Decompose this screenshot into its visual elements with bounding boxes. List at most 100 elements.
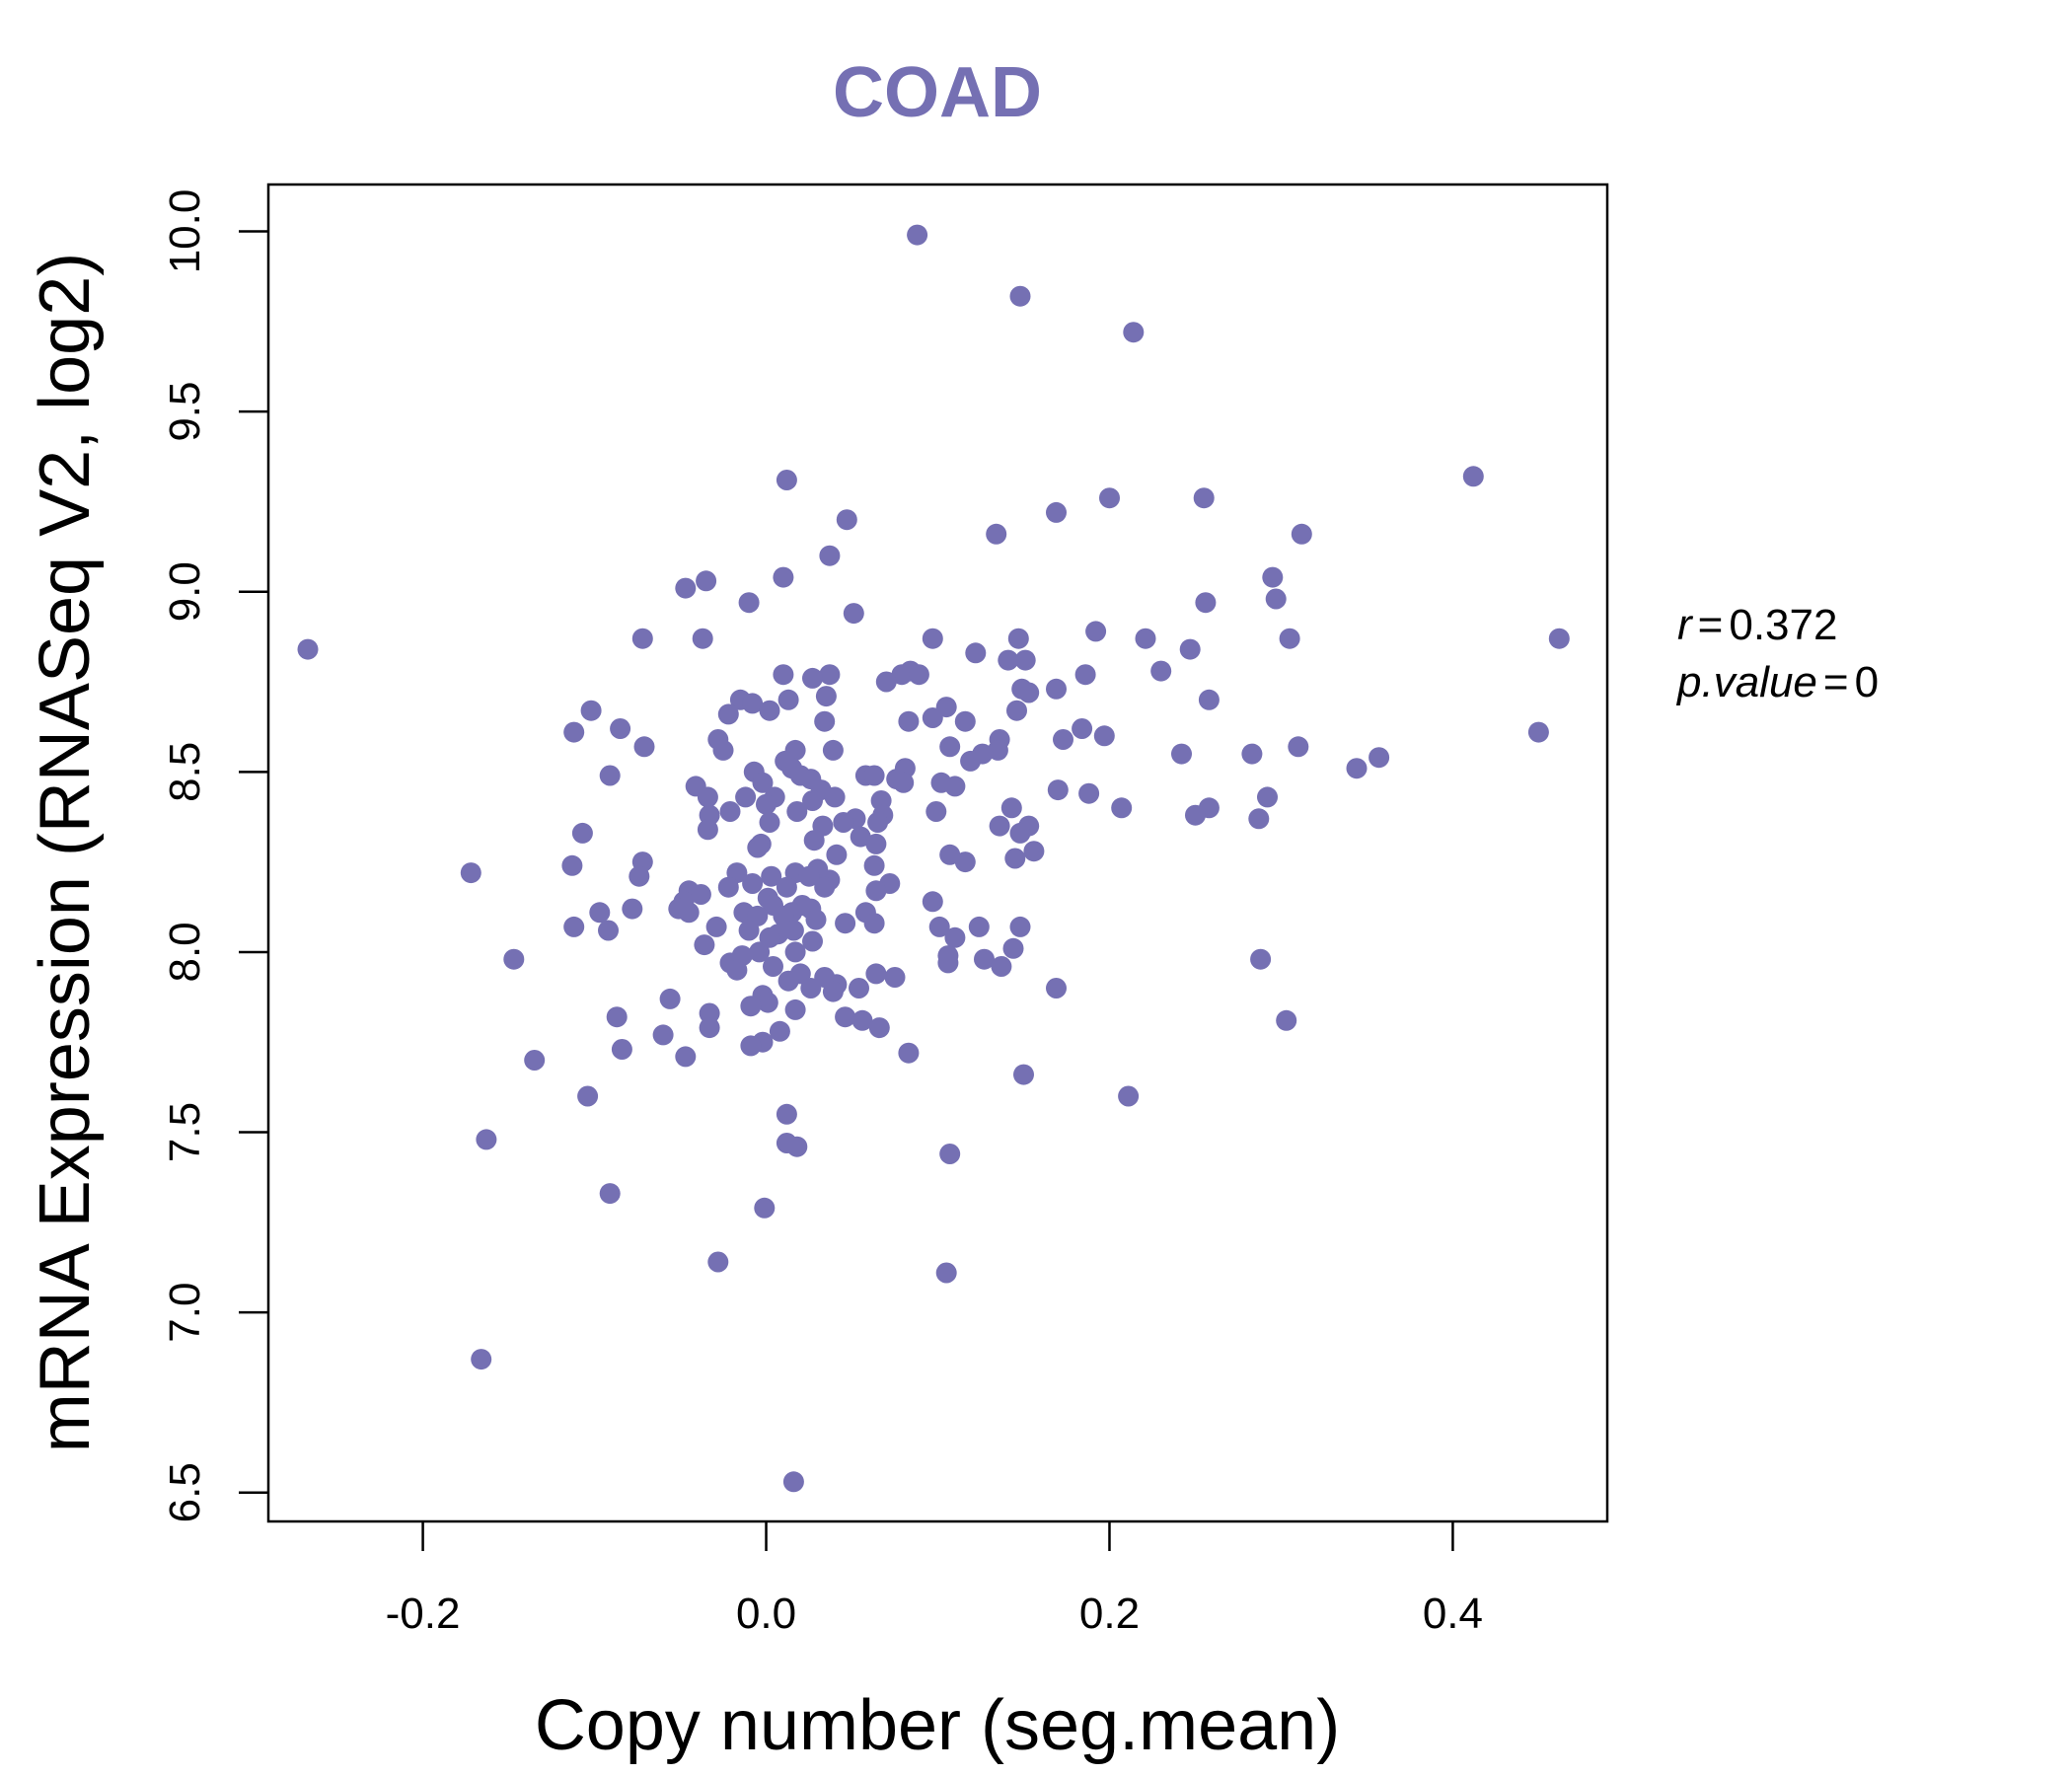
data-point — [759, 926, 780, 948]
data-point — [814, 710, 836, 732]
data-point — [694, 934, 715, 956]
r-value: 0.372 — [1729, 601, 1837, 649]
data-point — [705, 916, 727, 937]
data-point — [849, 978, 869, 999]
data-point — [1000, 797, 1022, 819]
data-point — [802, 667, 823, 689]
data-point — [1046, 678, 1067, 700]
data-point — [1053, 729, 1073, 750]
r-stat: r = 0.372 — [1677, 601, 1837, 649]
data-point — [1046, 501, 1067, 523]
y-tick-label: 9.5 — [161, 382, 209, 442]
data-point — [738, 592, 760, 614]
data-point — [898, 1042, 920, 1064]
data-point — [1291, 523, 1312, 545]
data-point — [1198, 689, 1220, 710]
data-point — [1548, 628, 1570, 649]
x-tick-label: 0.0 — [736, 1590, 796, 1638]
data-point — [782, 920, 804, 941]
data-point — [1250, 948, 1272, 970]
data-point — [965, 642, 987, 664]
x-axis: -0.2 0.0 0.2 0.4 — [386, 1521, 1483, 1638]
data-point — [954, 851, 976, 873]
data-point — [589, 902, 611, 924]
data-point — [835, 1006, 856, 1028]
data-point — [690, 884, 711, 905]
data-point — [1078, 782, 1100, 804]
data-point — [1046, 978, 1067, 999]
data-point — [784, 941, 806, 963]
data-point — [868, 1017, 890, 1039]
data-point — [1527, 721, 1549, 743]
y-tick-label: 8.0 — [161, 922, 209, 982]
data-point — [563, 916, 585, 937]
data-point — [719, 801, 741, 822]
data-point — [939, 844, 961, 865]
data-point — [884, 967, 906, 988]
data-point — [986, 523, 1007, 545]
data-point — [1276, 1009, 1297, 1031]
data-point — [998, 649, 1019, 671]
data-point — [777, 689, 799, 710]
data-point — [1085, 621, 1107, 642]
data-point — [1241, 743, 1263, 765]
plot-frame — [266, 183, 1609, 1523]
data-point — [786, 801, 808, 822]
data-point — [747, 837, 769, 858]
data-point — [752, 772, 774, 793]
data-point — [712, 739, 734, 761]
data-point — [1265, 588, 1287, 610]
data-point — [1123, 322, 1145, 343]
data-point — [606, 1006, 628, 1028]
data-point — [761, 865, 782, 887]
data-point — [763, 956, 783, 977]
data-point — [759, 812, 780, 833]
data-point — [1093, 725, 1115, 747]
correlation-stats: r = 0.372 p.value = 0 — [1675, 601, 1879, 706]
data-point — [726, 959, 748, 981]
data-point — [1118, 1085, 1140, 1107]
data-point — [851, 1009, 873, 1031]
x-axis-label: Copy number (seg.mean) — [535, 1686, 1340, 1765]
y-tick-label: 10.0 — [161, 189, 209, 274]
data-point — [503, 948, 525, 970]
data-point — [1279, 628, 1300, 649]
data-point — [1072, 718, 1093, 739]
data-point — [773, 566, 794, 588]
data-point — [1171, 743, 1192, 765]
data-point — [843, 603, 864, 625]
data-point — [865, 963, 887, 985]
data-point — [610, 718, 631, 739]
data-point — [622, 898, 643, 920]
data-point — [678, 902, 700, 924]
data-point — [819, 664, 841, 686]
data-point — [769, 1020, 790, 1042]
data-points — [297, 224, 1570, 1493]
y-axis: 6.5 7.0 7.5 8.0 8.5 9.0 9.5 10.0 — [161, 189, 268, 1522]
y-tick-label: 8.5 — [161, 742, 209, 802]
data-point — [776, 1103, 797, 1125]
data-point — [893, 772, 915, 793]
data-point — [598, 920, 619, 941]
data-point — [742, 693, 764, 714]
data-point — [960, 750, 982, 772]
data-point — [802, 790, 823, 811]
data-point — [782, 1471, 804, 1493]
data-point — [891, 664, 913, 686]
data-point — [1004, 848, 1026, 869]
data-point — [803, 830, 825, 851]
data-point — [1013, 1064, 1034, 1085]
data-point — [987, 739, 1008, 761]
data-point — [1135, 628, 1156, 649]
data-point — [563, 721, 585, 743]
data-point — [471, 1349, 492, 1370]
data-point — [1462, 466, 1484, 487]
data-point — [577, 1085, 599, 1107]
data-point — [908, 664, 929, 686]
data-point — [1018, 682, 1040, 703]
data-point — [1288, 736, 1309, 758]
p-label: p.value — [1675, 658, 1817, 706]
x-tick-label: 0.2 — [1079, 1590, 1140, 1638]
data-point — [675, 577, 697, 599]
data-point — [742, 873, 764, 894]
